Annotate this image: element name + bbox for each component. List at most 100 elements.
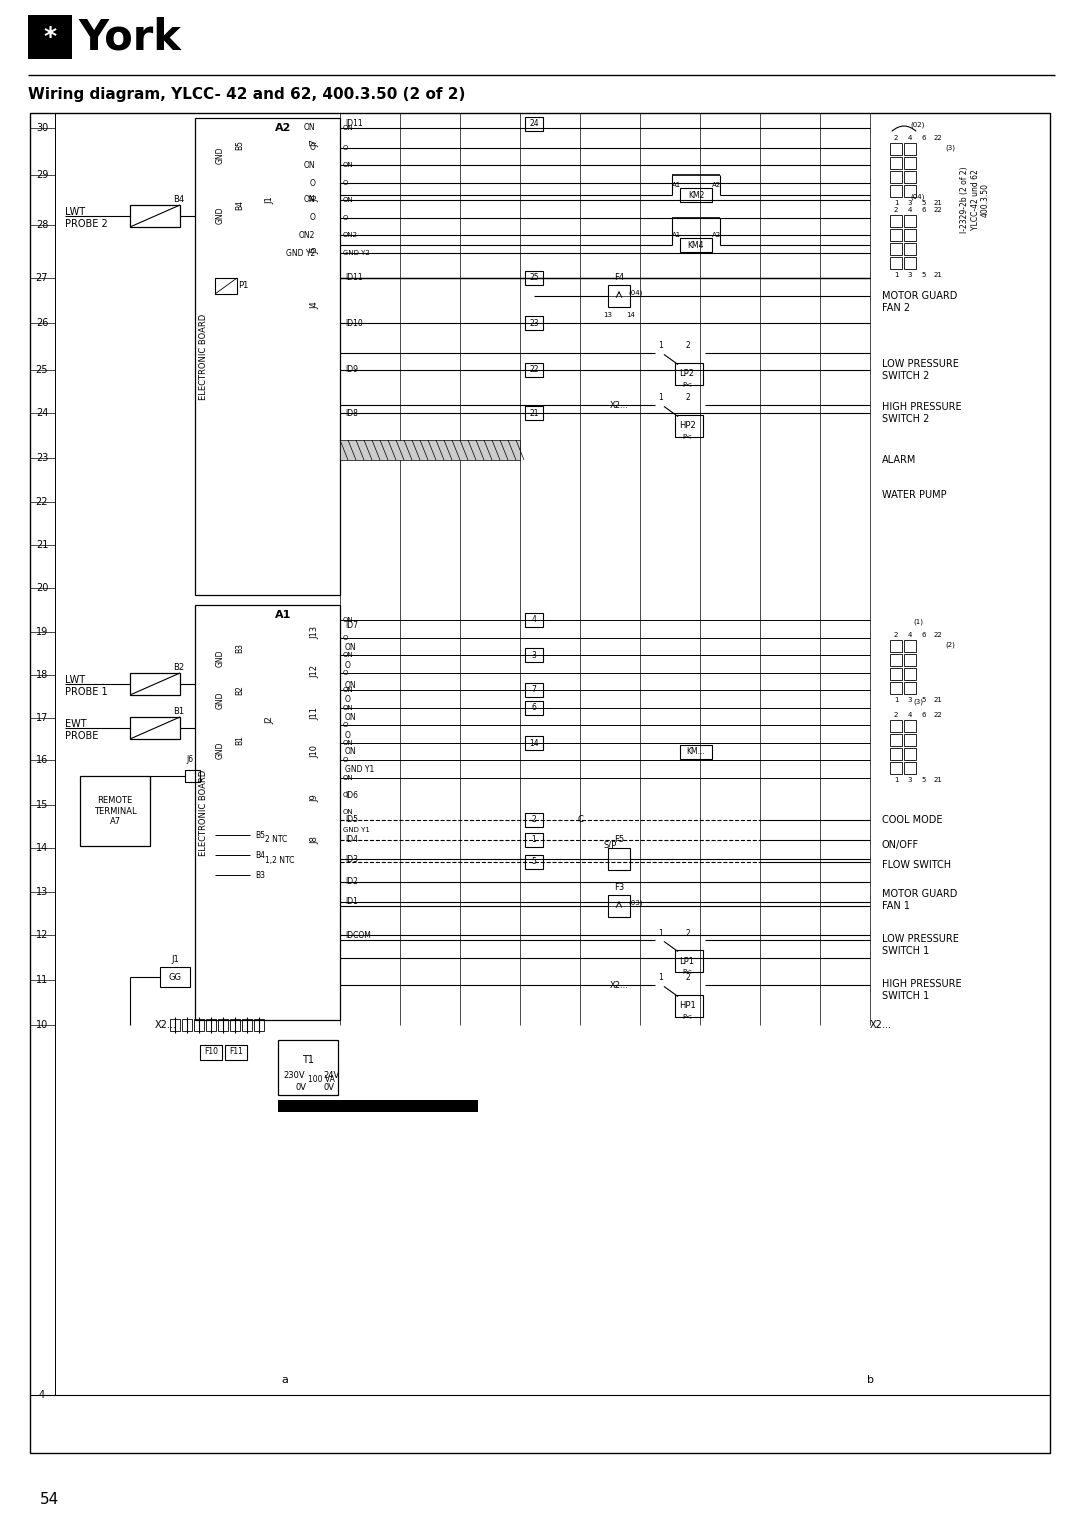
Text: 2: 2 [685, 342, 690, 351]
Text: 21: 21 [933, 272, 943, 278]
Text: B3: B3 [235, 643, 244, 654]
Text: 5: 5 [922, 696, 927, 702]
Bar [230, 1019, 240, 1031]
Text: B3: B3 [255, 870, 265, 880]
Text: J1: J1 [171, 956, 179, 965]
Text: 4: 4 [531, 615, 537, 625]
Text: ON2: ON2 [299, 231, 315, 240]
Bar [675, 996, 703, 1017]
Bar [890, 157, 902, 169]
Text: 6: 6 [921, 208, 927, 212]
Text: ON: ON [343, 776, 353, 780]
Text: B1: B1 [235, 734, 244, 745]
Text: ON: ON [343, 652, 353, 658]
Text: 10: 10 [36, 1020, 49, 1031]
Text: HP2: HP2 [678, 421, 696, 431]
Text: 14: 14 [529, 739, 539, 748]
Bar [525, 701, 543, 715]
Text: O: O [345, 661, 351, 669]
Bar [206, 1019, 216, 1031]
Text: GND Y2: GND Y2 [286, 249, 315, 258]
Text: J11: J11 [311, 707, 320, 721]
Bar [890, 257, 902, 269]
Text: 22: 22 [36, 496, 49, 507]
Text: X2...: X2... [156, 1020, 177, 1031]
Text: 14: 14 [36, 843, 49, 854]
Text: (3): (3) [913, 699, 923, 705]
Text: 19: 19 [36, 628, 49, 637]
Text: B4: B4 [235, 200, 244, 211]
Text: 30: 30 [36, 124, 49, 133]
Text: ON: ON [345, 681, 356, 690]
Text: A1: A1 [672, 182, 681, 188]
Text: 11: 11 [36, 976, 49, 985]
Bar [890, 171, 902, 183]
Text: 4: 4 [908, 632, 913, 638]
Text: 21: 21 [933, 200, 943, 206]
Text: B5: B5 [255, 831, 265, 840]
Text: T1: T1 [302, 1055, 314, 1064]
Bar [194, 1019, 204, 1031]
Text: ID10: ID10 [345, 319, 363, 327]
Text: 1: 1 [658, 974, 663, 982]
Bar [904, 640, 916, 652]
Text: WATER PUMP: WATER PUMP [882, 490, 947, 499]
Text: MOTOR GUARD
FAN 2: MOTOR GUARD FAN 2 [882, 292, 957, 313]
Bar [28, 15, 72, 60]
Text: P<: P< [681, 1014, 692, 1020]
Text: *: * [43, 24, 56, 49]
Text: LOW PRESSURE
SWITCH 1: LOW PRESSURE SWITCH 1 [882, 935, 959, 956]
Text: O: O [343, 793, 349, 799]
Text: 2: 2 [894, 208, 899, 212]
Text: A1: A1 [275, 609, 292, 620]
Text: O: O [343, 757, 349, 764]
Text: GG: GG [168, 973, 181, 982]
Bar [904, 734, 916, 747]
Bar [200, 1044, 222, 1060]
Text: ID6: ID6 [345, 791, 357, 800]
Text: 1: 1 [658, 928, 663, 938]
Text: ON: ON [343, 162, 353, 168]
Text: ON: ON [343, 687, 353, 693]
Bar [904, 762, 916, 774]
Text: 4: 4 [908, 134, 913, 140]
Text: J1: J1 [266, 195, 274, 205]
Text: 1: 1 [894, 777, 899, 783]
Text: 20: 20 [36, 583, 49, 592]
Text: ON: ON [343, 809, 353, 815]
Text: ID3: ID3 [345, 855, 357, 864]
Text: ID8: ID8 [345, 409, 357, 417]
Bar [890, 748, 902, 760]
Text: O: O [345, 730, 351, 739]
Text: ELECTRONIC BOARD: ELECTRONIC BOARD [199, 313, 208, 400]
Text: b: b [866, 1374, 874, 1385]
Text: A1: A1 [672, 232, 681, 238]
Text: O: O [343, 145, 349, 151]
Bar [130, 205, 180, 228]
Text: 1: 1 [894, 200, 899, 206]
Bar [242, 1019, 252, 1031]
Text: A2: A2 [275, 124, 292, 133]
Text: COOL MODE: COOL MODE [882, 815, 943, 825]
Text: O: O [309, 214, 315, 223]
Text: 2 NTC: 2 NTC [265, 835, 287, 844]
Text: HP1: HP1 [678, 1002, 696, 1011]
Text: 25: 25 [36, 365, 49, 376]
Text: FLOW SWITCH: FLOW SWITCH [882, 860, 951, 870]
Text: O: O [309, 144, 315, 153]
Text: O: O [343, 635, 349, 641]
Text: LWT
PROBE 1: LWT PROBE 1 [65, 675, 108, 696]
Text: ID5: ID5 [345, 815, 357, 825]
Text: 6: 6 [531, 704, 537, 713]
Text: O: O [345, 695, 351, 704]
Text: (2): (2) [945, 641, 955, 649]
Bar [525, 812, 543, 828]
Text: 13: 13 [603, 312, 612, 318]
Bar [608, 286, 630, 307]
Bar [904, 243, 916, 255]
Text: GND: GND [216, 649, 225, 667]
Text: ALARM: ALARM [882, 455, 916, 466]
Text: GND: GND [216, 147, 225, 163]
Text: GND: GND [216, 206, 225, 224]
Text: GND Y1: GND Y1 [345, 765, 375, 774]
